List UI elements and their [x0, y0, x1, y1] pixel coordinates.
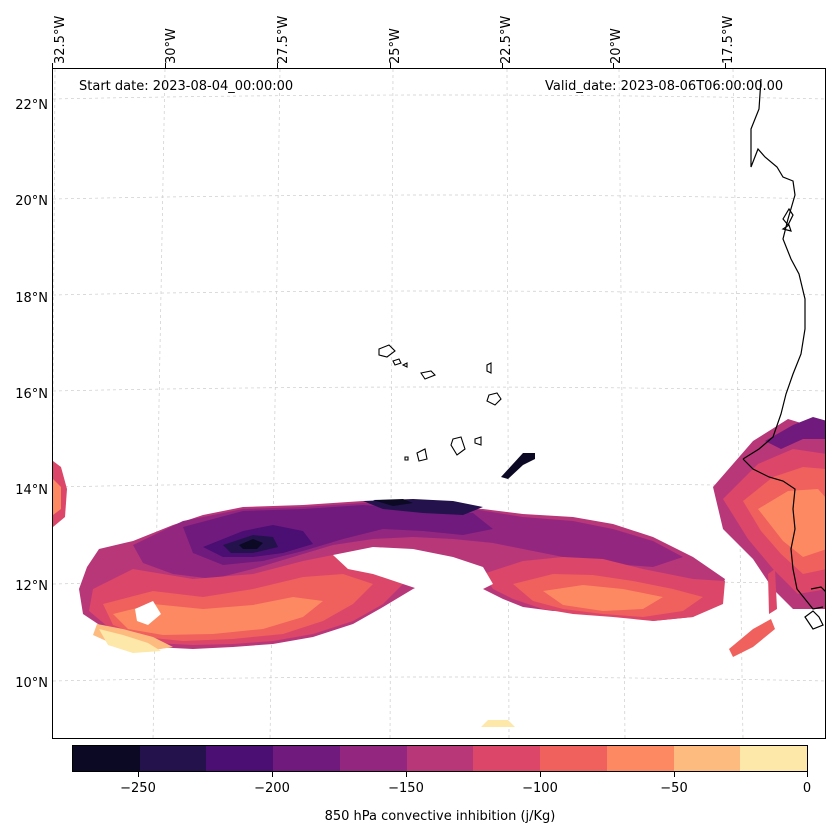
- lat-label: 22°N: [15, 98, 48, 113]
- lon-tick: [613, 63, 614, 68]
- lat-label: 18°N: [15, 291, 48, 306]
- lat-label: 20°N: [15, 194, 48, 209]
- start-date-label: Start date: 2023-08-04_00:00:00: [79, 79, 294, 94]
- lon-tick: [277, 63, 278, 68]
- colorbar-segment: [339, 746, 407, 771]
- lat-label: 14°N: [15, 483, 48, 498]
- lat-label: 12°N: [15, 579, 48, 594]
- cin-field-bottom: [481, 720, 515, 727]
- lat-label: 16°N: [15, 387, 48, 402]
- colorbar-tick: [272, 772, 273, 777]
- colorbar-title: 850 hPa convective inhibition (j/Kg): [324, 809, 556, 824]
- map-panel[interactable]: [52, 68, 826, 739]
- lon-tick: [52, 63, 53, 68]
- colorbar-tick-label: −100: [522, 781, 558, 796]
- map-canvas: [53, 69, 825, 738]
- lon-label: 22.5°W: [499, 15, 514, 64]
- lon-label: 30°W: [164, 28, 179, 64]
- colorbar-segment: [740, 746, 808, 771]
- lat-label: 10°N: [15, 676, 48, 691]
- colorbar-tick: [138, 772, 139, 777]
- cin-field-left-edge: [53, 461, 67, 527]
- colorbar: [72, 745, 808, 772]
- lon-label: 20°W: [609, 28, 624, 64]
- lon-tick: [165, 63, 166, 68]
- lon-tick: [390, 63, 391, 68]
- cin-field-patch: [501, 453, 535, 479]
- colorbar-tick-label: −150: [388, 781, 424, 796]
- colorbar-tick: [406, 772, 407, 777]
- lon-tick: [725, 63, 726, 68]
- lon-label: 27.5°W: [276, 15, 291, 64]
- colorbar-segment: [606, 746, 674, 771]
- coastline: [742, 78, 825, 630]
- colorbar-segment: [406, 746, 474, 771]
- colorbar-tick-label: −250: [120, 781, 156, 796]
- lon-label: 25°W: [388, 28, 403, 64]
- lon-label: 32.5°W: [53, 15, 68, 64]
- colorbar-segment: [473, 746, 541, 771]
- colorbar-segment: [139, 746, 207, 771]
- lon-tick: [502, 63, 503, 68]
- colorbar-segment: [206, 746, 274, 771]
- lon-label: 17.5°W: [721, 15, 736, 64]
- cin-field-main: [79, 499, 725, 653]
- colorbar-tick: [540, 772, 541, 777]
- colorbar-tick-label: −50: [660, 781, 688, 796]
- cape-verde-islands: [378, 344, 502, 462]
- cin-field-east: [713, 417, 825, 657]
- colorbar-tick: [807, 772, 808, 777]
- colorbar-segment: [73, 746, 140, 771]
- colorbar-segment: [273, 746, 340, 771]
- colorbar-segment: [673, 746, 741, 771]
- colorbar-tick: [674, 772, 675, 777]
- colorbar-segment: [540, 746, 607, 771]
- colorbar-tick-label: −200: [254, 781, 290, 796]
- colorbar-tick-label: 0: [802, 781, 812, 796]
- valid-date-label: Valid_date: 2023-08-06T06:00:00.00: [545, 79, 784, 94]
